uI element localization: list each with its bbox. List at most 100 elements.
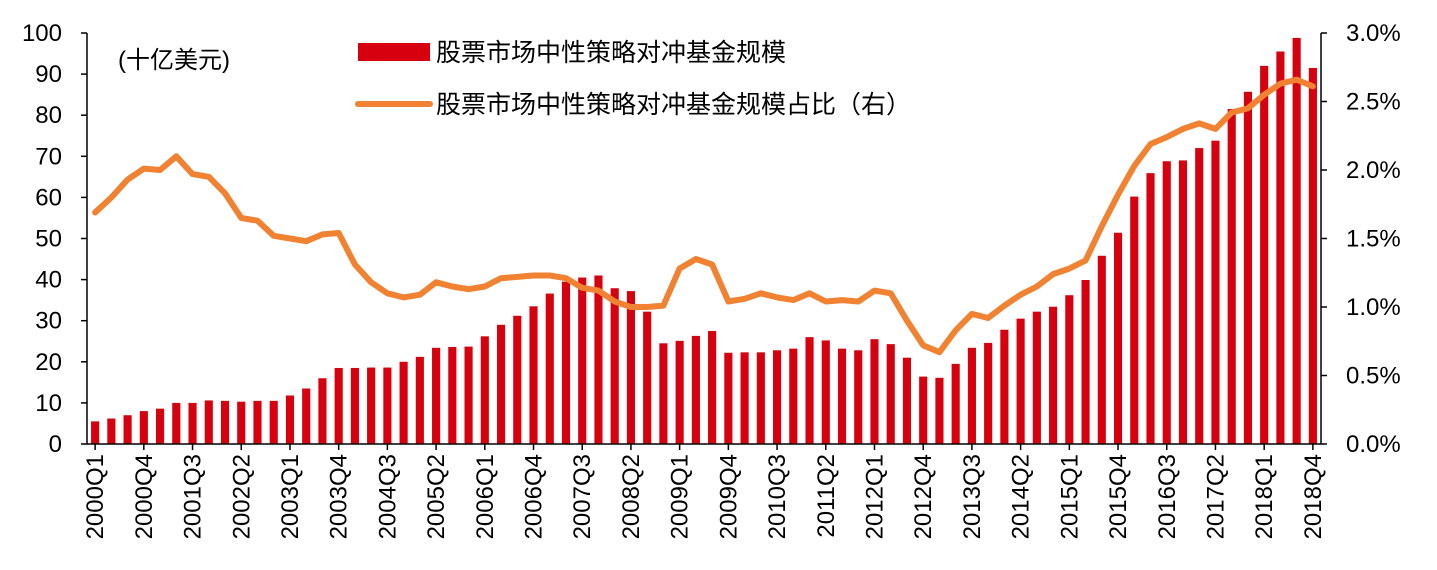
bar-2005Q2 bbox=[432, 347, 441, 444]
bar-2005Q1 bbox=[415, 356, 424, 444]
bar-2002Q4 bbox=[269, 400, 278, 444]
x-tick-label: 2013Q3 bbox=[959, 454, 986, 539]
bar-2015Q1 bbox=[1065, 295, 1074, 444]
x-tick-label: 2018Q1 bbox=[1251, 454, 1278, 539]
right-tick-label: 2.0% bbox=[1346, 157, 1401, 184]
bar-2000Q4 bbox=[139, 411, 148, 444]
right-tick-label: 1.0% bbox=[1346, 294, 1401, 321]
right-tick-label: 2.5% bbox=[1346, 89, 1401, 116]
bar-2012Q2 bbox=[886, 344, 895, 444]
right-tick-label: 3.0% bbox=[1346, 20, 1401, 47]
bar-2005Q3 bbox=[448, 347, 457, 444]
bar-2004Q4 bbox=[399, 361, 408, 444]
bar-2008Q4 bbox=[659, 343, 668, 444]
bar-2011Q1 bbox=[805, 337, 814, 444]
left-tick-label: 0 bbox=[49, 431, 62, 458]
bar-2014Q3 bbox=[1032, 311, 1041, 444]
legend-label: 股票市场中性策略对冲基金规模占比（右） bbox=[436, 91, 911, 119]
right-tick-label: 0.0% bbox=[1346, 431, 1401, 458]
bar-2002Q3 bbox=[253, 400, 262, 444]
bar-2017Q3 bbox=[1227, 109, 1236, 444]
bar-2008Q3 bbox=[643, 311, 652, 444]
bar-2004Q3 bbox=[383, 367, 392, 444]
bar-series bbox=[91, 37, 1317, 445]
bar-2000Q3 bbox=[123, 415, 132, 444]
bar-2013Q2 bbox=[951, 363, 960, 444]
bar-2003Q3 bbox=[318, 378, 327, 444]
bar-2006Q2 bbox=[496, 324, 506, 444]
bar-2007Q1 bbox=[545, 293, 554, 444]
bar-2004Q1 bbox=[350, 367, 359, 444]
left-tick-label: 100 bbox=[22, 20, 62, 47]
bar-2018Q1 bbox=[1260, 65, 1269, 444]
right-tick-label: 0.5% bbox=[1346, 363, 1401, 390]
left-tick-label: 80 bbox=[35, 102, 62, 129]
bar-2000Q2 bbox=[107, 418, 116, 444]
bar-2012Q4 bbox=[919, 376, 928, 444]
bar-2002Q1 bbox=[220, 400, 230, 444]
bar-2013Q4 bbox=[984, 342, 993, 444]
right-tick-label: 1.5% bbox=[1346, 226, 1401, 253]
bar-2009Q1 bbox=[675, 340, 684, 444]
x-tick-label: 2003Q4 bbox=[326, 454, 353, 539]
left-tick-label: 90 bbox=[35, 61, 62, 88]
x-axis-ticks: 2000Q1 2000Q4 2001Q3 2002Q2 2003Q1 2003Q4 2004… bbox=[82, 444, 1327, 539]
x-tick-label: 2018Q4 bbox=[1300, 454, 1327, 539]
left-tick-label: 60 bbox=[35, 184, 62, 211]
bar-2018Q4 bbox=[1308, 67, 1317, 444]
left-tick-label: 30 bbox=[35, 308, 62, 335]
bar-2015Q3 bbox=[1097, 255, 1106, 444]
left-axis-ticks: 0 10 20 30 40 50 60 70 80 90 100 bbox=[22, 20, 87, 458]
bar-2003Q4 bbox=[334, 367, 343, 444]
bar-2018Q3 bbox=[1292, 37, 1301, 444]
bar-2010Q1 bbox=[740, 352, 749, 444]
x-tick-label: 2000Q4 bbox=[131, 454, 158, 539]
left-tick-label: 40 bbox=[35, 267, 62, 294]
bar-2015Q4 bbox=[1113, 232, 1123, 444]
bar-2006Q4 bbox=[529, 306, 538, 444]
legend-label: 股票市场中性策略对冲基金规模 bbox=[436, 39, 786, 67]
bar-2015Q2 bbox=[1081, 280, 1090, 444]
x-tick-label: 2017Q2 bbox=[1202, 454, 1229, 539]
x-tick-label: 2006Q1 bbox=[472, 454, 499, 539]
bar-2005Q4 bbox=[464, 346, 473, 444]
bar-2008Q1 bbox=[610, 288, 619, 444]
x-tick-label: 2012Q4 bbox=[910, 454, 937, 539]
bar-2016Q4 bbox=[1178, 160, 1188, 444]
x-tick-label: 2014Q2 bbox=[1008, 454, 1035, 539]
x-tick-label: 2009Q1 bbox=[667, 454, 694, 539]
bar-2014Q4 bbox=[1049, 306, 1058, 444]
bar-2009Q2 bbox=[691, 335, 700, 444]
legend-swatch-bar bbox=[358, 43, 430, 61]
bar-2017Q2 bbox=[1211, 140, 1220, 444]
x-tick-label: 2011Q2 bbox=[813, 454, 840, 538]
bar-2009Q4 bbox=[724, 352, 733, 444]
bar-2013Q3 bbox=[967, 347, 976, 444]
x-tick-label: 2015Q1 bbox=[1056, 454, 1083, 539]
bar-2016Q1 bbox=[1130, 196, 1139, 444]
bar-2007Q4 bbox=[594, 275, 603, 444]
x-tick-label: 2003Q1 bbox=[277, 454, 304, 539]
x-tick-label: 2008Q2 bbox=[618, 454, 645, 539]
x-tick-label: 2006Q4 bbox=[521, 454, 548, 539]
right-axis-ticks: 0.0% 0.5% 1.0% 1.5% 2.0% 2.5% 3.0% bbox=[1321, 20, 1401, 458]
bar-2001Q1 bbox=[156, 408, 165, 444]
x-tick-label: 2002Q2 bbox=[228, 454, 255, 539]
bar-2010Q4 bbox=[789, 348, 798, 444]
bar-2013Q1 bbox=[935, 377, 944, 444]
left-tick-label: 50 bbox=[35, 226, 62, 253]
bar-2011Q4 bbox=[854, 350, 863, 444]
bar-2012Q3 bbox=[902, 357, 912, 444]
bar-2016Q3 bbox=[1162, 161, 1171, 444]
bar-2001Q2 bbox=[172, 402, 181, 444]
bar-2001Q4 bbox=[204, 400, 213, 444]
x-tick-label: 2012Q1 bbox=[861, 454, 888, 539]
bar-2007Q2 bbox=[561, 281, 571, 444]
left-tick-label: 70 bbox=[35, 143, 62, 170]
bar-2011Q2 bbox=[821, 340, 830, 444]
bar-2014Q2 bbox=[1016, 318, 1025, 444]
x-tick-label: 2007Q3 bbox=[569, 454, 596, 539]
x-tick-label: 2010Q3 bbox=[764, 454, 791, 539]
bar-2008Q2 bbox=[626, 291, 635, 444]
